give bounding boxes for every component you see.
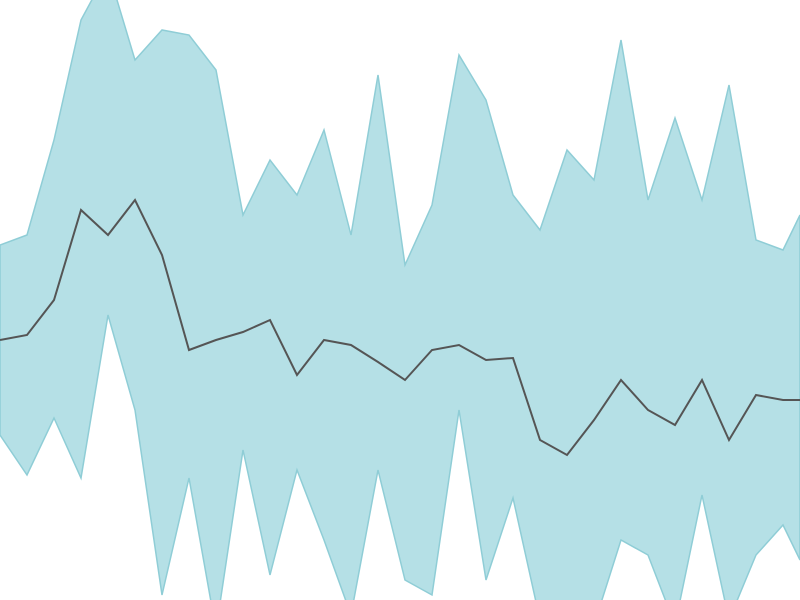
confidence-band-chart <box>0 0 800 600</box>
confidence-band-area <box>0 0 800 600</box>
